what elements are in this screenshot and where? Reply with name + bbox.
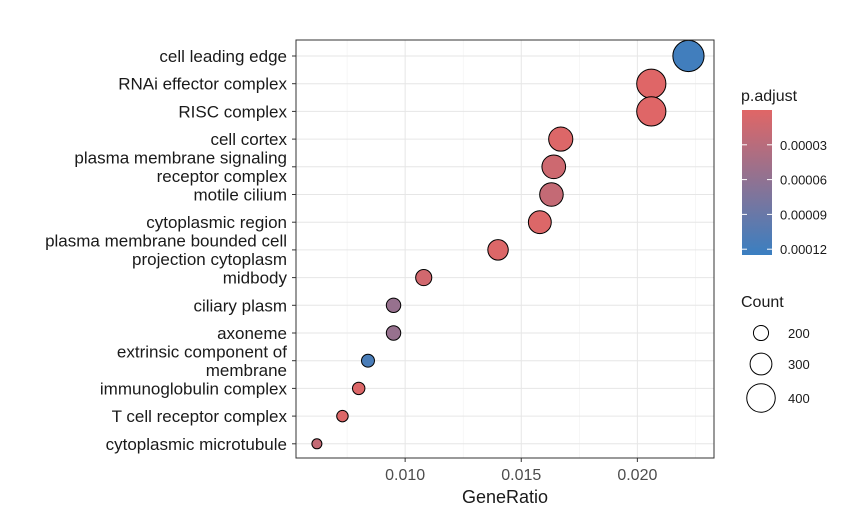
category-labels: cell leading edge RNAi effector complex RI…: [45, 47, 296, 454]
category-label-line: plasma membrane bounded cell: [45, 232, 287, 251]
x-tick-label: 0.010: [385, 467, 425, 484]
size-legend-label: 400: [788, 391, 810, 406]
color-legend-label: 0.00003: [780, 138, 827, 153]
panel-border: [295, 39, 715, 459]
x-tick-label: 0.015: [501, 467, 541, 484]
data-point: [336, 409, 349, 423]
category-label-line: RNAi effector complex: [118, 75, 287, 94]
data-point: [361, 353, 375, 368]
data-points: [295, 39, 715, 459]
size-legend-circle: [746, 383, 776, 413]
size-legend-label: 300: [788, 357, 810, 372]
data-point: [672, 39, 705, 73]
size-legend-title: Count: [741, 294, 784, 311]
category-label: cytoplasmic microtubule: [106, 435, 287, 454]
category-label: cytoplasmic region: [146, 213, 287, 232]
size-legend-label: 200: [788, 326, 810, 341]
category-label-line: midbody: [223, 269, 288, 288]
data-point: [487, 239, 509, 261]
category-label-line: cell leading edge: [159, 47, 287, 66]
category-label: axoneme: [217, 324, 287, 343]
category-label-line: membrane: [206, 361, 287, 380]
category-label: RNAi effector complex: [118, 75, 287, 94]
x-axis-title: GeneRatio: [462, 487, 548, 507]
category-label: plasma membrane signaling receptor comple…: [74, 149, 287, 187]
data-point: [636, 96, 667, 127]
data-point: [636, 68, 667, 99]
category-label-line: axoneme: [217, 324, 287, 343]
category-label-line: immunoglobulin complex: [100, 379, 288, 398]
category-label: plasma membrane bounded cell projection c…: [45, 232, 287, 270]
category-label-line: receptor complex: [157, 167, 288, 186]
category-label: immunoglobulin complex: [100, 379, 288, 398]
category-label: cell cortex: [210, 130, 287, 149]
category-label: ciliary plasm: [193, 296, 287, 315]
data-point: [311, 438, 323, 450]
data-point: [351, 381, 366, 396]
category-label-line: extrinsic component of: [117, 342, 287, 361]
category-label-line: plasma membrane signaling: [74, 149, 287, 168]
x-axis: 0.010 0.015 0.020: [385, 458, 657, 484]
data-point: [527, 210, 552, 235]
color-legend-label: 0.00006: [780, 173, 827, 188]
color-bar: [742, 110, 772, 255]
category-label-line: cytoplasmic region: [146, 213, 287, 232]
size-legend-circle: [749, 352, 773, 376]
data-point: [385, 297, 402, 314]
color-legend-title: p.adjust: [741, 88, 798, 105]
category-label: motile cilium: [193, 186, 287, 205]
category-label: RISC complex: [178, 102, 287, 121]
color-legend-label: 0.00012: [780, 242, 827, 257]
category-label-line: cell cortex: [210, 130, 287, 149]
category-label-line: RISC complex: [178, 102, 287, 121]
size-legend-circle: [752, 324, 770, 342]
color-legend: p.adjust 0.00003 0.00006 0.00009 0.00012: [741, 88, 827, 257]
category-label: midbody: [223, 269, 288, 288]
category-label: cell leading edge: [159, 47, 287, 66]
data-point: [539, 182, 564, 207]
data-point: [541, 154, 567, 180]
category-label: extrinsic component of membrane: [117, 342, 287, 380]
category-label-line: motile cilium: [193, 186, 287, 205]
data-point: [415, 269, 433, 287]
category-label-line: ciliary plasm: [193, 296, 287, 315]
color-legend-label: 0.00009: [780, 207, 827, 222]
data-point: [385, 325, 402, 341]
category-label-line: T cell receptor complex: [112, 407, 288, 426]
category-label-line: cytoplasmic microtubule: [106, 435, 287, 454]
category-label: T cell receptor complex: [112, 407, 288, 426]
x-tick-label: 0.020: [617, 467, 657, 484]
size-legend: Count 200 300 400: [741, 294, 810, 413]
data-point: [548, 126, 574, 152]
category-label-line: projection cytoplasm: [132, 250, 287, 269]
